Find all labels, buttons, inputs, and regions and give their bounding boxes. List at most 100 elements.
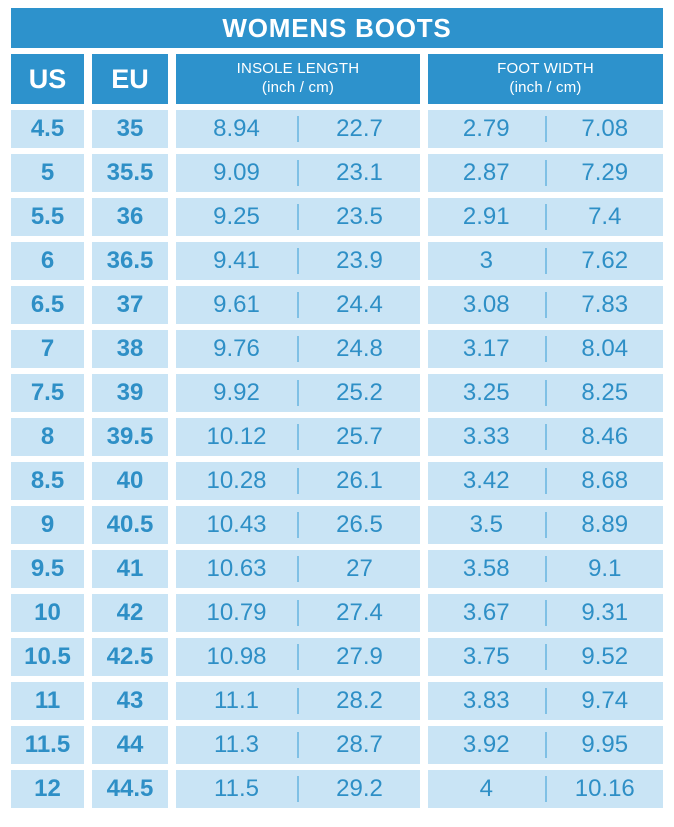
us-size-cell: 7.5: [11, 374, 84, 412]
insole-length-cell: 11.1 28.2: [176, 682, 420, 720]
insole-length-cell: 11.5 29.2: [176, 770, 420, 808]
insole-length-cell: 9.25 23.5: [176, 198, 420, 236]
us-size-cell: 9.5: [11, 550, 84, 588]
inch-cm-divider: [544, 160, 547, 186]
eu-size-cell: 40.5: [92, 506, 168, 544]
width-cm-value: 9.95: [581, 731, 629, 758]
us-size-cell: 6: [11, 242, 84, 280]
width-inch-value: 2.79: [462, 115, 510, 142]
inch-cm-divider: [544, 336, 547, 362]
insole-inch-value: 9.25: [213, 203, 260, 230]
width-inch-value: 3.08: [462, 291, 510, 318]
foot-width-cell: 3.58 9.1: [428, 550, 663, 588]
width-inch-value: 4: [479, 775, 493, 802]
foot-width-cell: 3.5 8.89: [428, 506, 663, 544]
eu-size-cell: 41: [92, 550, 168, 588]
inch-cm-divider: [297, 160, 299, 186]
width-cm-value: 7.4: [588, 203, 622, 230]
us-size-cell: 7: [11, 330, 84, 368]
foot-width-cell: 3.42 8.68: [428, 462, 663, 500]
eu-size-cell: 35: [92, 110, 168, 148]
insole-length-cell: 10.12 25.7: [176, 418, 420, 456]
eu-size-cell: 39: [92, 374, 168, 412]
inch-cm-divider: [297, 512, 299, 538]
inch-cm-divider: [297, 732, 299, 758]
foot-width-cell: 2.87 7.29: [428, 154, 663, 192]
insole-inch-value: 10.98: [206, 643, 267, 670]
insole-cm-value: 28.7: [336, 731, 383, 758]
insole-cm-value: 28.2: [336, 687, 383, 714]
insole-length-cell: 9.41 23.9: [176, 242, 420, 280]
insole-cm-value: 29.2: [336, 775, 383, 802]
insole-length-cell: 10.28 26.1: [176, 462, 420, 500]
eu-size-cell: 44.5: [92, 770, 168, 808]
us-size-cell: 6.5: [11, 286, 84, 324]
us-size-cell: 11: [11, 682, 84, 720]
width-cm-value: 8.68: [581, 467, 629, 494]
column-header-foot-width: FOOT WIDTH (inch / cm): [428, 54, 663, 104]
insole-length-cell: 10.63 27: [176, 550, 420, 588]
insole-inch-value: 11.5: [214, 775, 259, 802]
us-size-cell: 10: [11, 594, 84, 632]
width-cm-value: 7.29: [581, 159, 629, 186]
us-size-cell: 5.5: [11, 198, 84, 236]
width-cm-value: 8.04: [581, 335, 629, 362]
inch-cm-divider: [297, 116, 299, 142]
foot-width-cell: 3.75 9.52: [428, 638, 663, 676]
width-cm-value: 9.1: [588, 555, 622, 582]
inch-cm-divider: [544, 688, 547, 714]
insole-cm-value: 24.4: [336, 291, 383, 318]
inch-cm-divider: [544, 204, 547, 230]
width-cm-value: 9.52: [581, 643, 629, 670]
width-inch-value: 3.92: [462, 731, 510, 758]
inch-cm-divider: [297, 424, 299, 450]
eu-size-cell: 36: [92, 198, 168, 236]
insole-inch-value: 10.79: [206, 599, 267, 626]
width-cm-value: 9.31: [581, 599, 629, 626]
eu-size-cell: 42: [92, 594, 168, 632]
insole-length-cell: 10.98 27.9: [176, 638, 420, 676]
us-size-cell: 12: [11, 770, 84, 808]
insole-cm-value: 27.4: [336, 599, 383, 626]
eu-size-cell: 44: [92, 726, 168, 764]
width-inch-value: 3.33: [462, 423, 510, 450]
insole-inch-value: 9.92: [213, 379, 260, 406]
foot-width-cell: 3.92 9.95: [428, 726, 663, 764]
us-size-cell: 9: [11, 506, 84, 544]
foot-width-cell: 3.25 8.25: [428, 374, 663, 412]
insole-cm-value: 24.8: [336, 335, 383, 362]
insole-length-cell: 8.94 22.7: [176, 110, 420, 148]
insole-cm-value: 27.9: [336, 643, 383, 670]
eu-size-cell: 39.5: [92, 418, 168, 456]
insole-length-units: (inch / cm): [261, 79, 335, 96]
foot-width-cell: 3.83 9.74: [428, 682, 663, 720]
inch-cm-divider: [297, 204, 299, 230]
width-inch-value: 3.75: [462, 643, 510, 670]
insole-length-label: INSOLE LENGTH: [236, 60, 360, 78]
inch-cm-divider: [544, 644, 547, 670]
eu-size-cell: 42.5: [92, 638, 168, 676]
insole-inch-value: 9.61: [213, 291, 260, 318]
insole-inch-value: 10.63: [206, 555, 267, 582]
width-inch-value: 3.83: [462, 687, 510, 714]
eu-size-cell: 38: [92, 330, 168, 368]
width-inch-value: 3.25: [462, 379, 510, 406]
insole-cm-value: 23.5: [336, 203, 383, 230]
foot-width-cell: 4 10.16: [428, 770, 663, 808]
inch-cm-divider: [544, 116, 547, 142]
inch-cm-divider: [544, 732, 547, 758]
inch-cm-divider: [297, 600, 299, 626]
insole-inch-value: 9.09: [213, 159, 260, 186]
width-inch-value: 3.67: [462, 599, 510, 626]
width-inch-value: 3: [479, 247, 493, 274]
insole-length-cell: 9.76 24.8: [176, 330, 420, 368]
width-cm-value: 7.08: [581, 115, 629, 142]
insole-cm-value: 27: [346, 555, 373, 582]
us-size-cell: 5: [11, 154, 84, 192]
insole-cm-value: 22.7: [336, 115, 383, 142]
inch-cm-divider: [544, 776, 547, 802]
inch-cm-divider: [544, 248, 547, 274]
width-cm-value: 9.74: [581, 687, 629, 714]
insole-cm-value: 25.7: [336, 423, 383, 450]
inch-cm-divider: [297, 380, 299, 406]
